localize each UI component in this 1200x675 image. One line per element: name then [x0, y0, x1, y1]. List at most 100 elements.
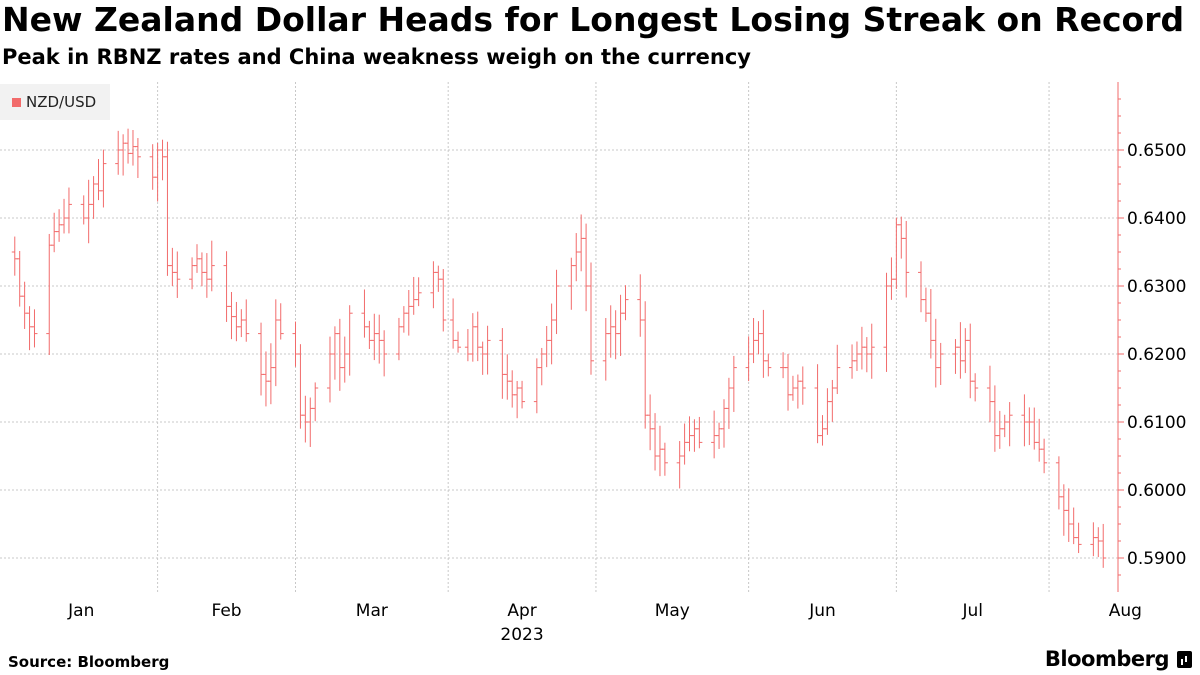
ohlc-bar: [617, 294, 624, 356]
ohlc-bar: [80, 195, 87, 225]
ohlc-bar: [21, 281, 28, 329]
ohlc-bar: [991, 385, 998, 452]
ohlc-bar: [932, 318, 939, 388]
ohlc-bar: [853, 341, 860, 371]
ohlc-bar: [208, 240, 215, 292]
ohlc-bar: [917, 261, 924, 313]
ohlc-bar: [243, 299, 250, 342]
ohlc-bar: [238, 309, 245, 338]
ohlc-bar: [56, 209, 63, 242]
ohlc-bar: [967, 323, 974, 399]
ohlc-bar: [745, 336, 752, 382]
ohlc-bar: [893, 217, 900, 289]
ohlc-bar: [430, 261, 437, 309]
ohlc-bar: [972, 373, 979, 402]
y-tick-label: 0.6200: [1127, 345, 1186, 365]
ohlc-bar: [548, 303, 555, 365]
ohlc-bar: [198, 252, 205, 287]
x-tick-label: May: [655, 601, 690, 621]
ohlc-bar: [450, 298, 457, 349]
ohlc-bar: [765, 353, 772, 377]
ohlc-bar: [868, 323, 875, 379]
ohlc-bar: [1036, 418, 1043, 462]
ohlc-bar: [642, 301, 649, 429]
ohlc-bar: [1031, 407, 1038, 450]
ohlc-bar: [189, 257, 196, 290]
ohlc-bar: [292, 321, 299, 367]
ohlc-bar: [829, 379, 836, 422]
ohlc-bar: [262, 351, 269, 407]
ohlc-bar: [376, 314, 383, 364]
ohlc-bar: [164, 141, 171, 276]
ohlc-bar: [952, 339, 959, 374]
ohlc-bar: [149, 144, 156, 190]
ohlc-bar: [656, 425, 663, 477]
x-tick-label: Jan: [67, 601, 94, 621]
ohlc-bar: [986, 365, 993, 423]
ohlc-bar: [11, 236, 18, 276]
ohlc-bar: [903, 220, 910, 298]
ohlc-bar: [129, 130, 136, 166]
ohlc-bar: [1021, 394, 1028, 447]
ohlc-bar: [799, 366, 806, 405]
ohlc-bar: [464, 329, 471, 362]
ohlc-bar: [474, 311, 481, 362]
ohlc-bar: [504, 354, 511, 400]
ohlc-bar: [484, 325, 491, 375]
ohlc-bar: [469, 313, 476, 362]
ohlc-bar: [134, 138, 141, 179]
ohlc-bar: [622, 285, 629, 321]
ohlc-bar: [1100, 523, 1107, 568]
ohlc-bar: [519, 380, 526, 409]
ohlc-bar: [863, 337, 870, 373]
ohlc-bar: [533, 358, 540, 414]
ohlc-bar: [346, 305, 353, 376]
ohlc-bar: [258, 322, 265, 396]
ohlc-bar: [543, 325, 550, 368]
ohlc-bar: [583, 223, 590, 312]
ohlc-bar: [573, 233, 580, 282]
ohlc-bar: [410, 276, 417, 315]
year-label: 2023: [500, 625, 543, 640]
ohlc-bar: [302, 395, 309, 443]
ohlc-bar: [366, 320, 373, 349]
ohlc-bar: [996, 410, 1003, 449]
ohlc-bar: [780, 352, 787, 379]
ohlc-bar: [720, 399, 727, 448]
ohlc-bar: [1070, 507, 1077, 545]
source-note: Source: Bloomberg: [8, 653, 170, 671]
ohlc-bar: [272, 299, 279, 387]
ohlc-bar: [883, 272, 890, 372]
ohlc-bar: [1026, 407, 1033, 446]
ohlc-bar: [120, 134, 127, 176]
y-tick-label: 0.6000: [1127, 481, 1186, 501]
ohlc-bar: [455, 331, 462, 353]
ohlc-bar: [228, 292, 235, 340]
x-tick-label: Jun: [808, 601, 836, 621]
ohlc-bar: [400, 306, 407, 333]
ohlc-bar: [371, 313, 378, 361]
y-tick-label: 0.6500: [1127, 141, 1186, 161]
ohlc-bar: [61, 198, 68, 234]
y-axis: 0.6500 0.6400 0.6300 0.6200 0.6100 0.6000 0.59…: [1117, 82, 1186, 592]
ohlc-bar: [1055, 456, 1062, 510]
ohlc-bar: [755, 321, 762, 355]
ohlc-bar: [341, 336, 348, 383]
ohlc-bar: [100, 149, 107, 208]
ohlc-bar: [612, 310, 619, 360]
ohlc-chart: 0.6500 0.6400 0.6300 0.6200 0.6100 0.6000 0.59…: [0, 82, 1186, 640]
ohlc-bar: [711, 410, 718, 459]
ohlc-bar: [440, 269, 447, 332]
x-tick-label: Jul: [961, 601, 983, 621]
ohlc-bar: [824, 388, 831, 435]
ohlc-bar: [326, 336, 333, 403]
ohlc-bar: [331, 326, 338, 380]
ohlc-bar: [1090, 522, 1097, 557]
ohlc-bar: [676, 441, 683, 489]
ohlc-bar: [1041, 438, 1048, 474]
ohlc-bar: [479, 341, 486, 375]
x-tick-label: Apr: [507, 601, 536, 621]
ohlc-bar: [588, 262, 595, 375]
ohlc-bar: [686, 416, 693, 452]
ohlc-bar: [267, 343, 274, 405]
